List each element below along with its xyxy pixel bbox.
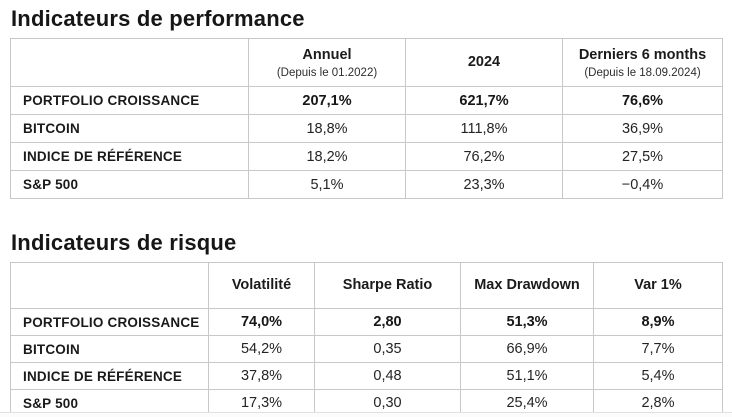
column-header-label: Sharpe Ratio <box>342 277 433 294</box>
cell-value: 0,35 <box>314 335 461 363</box>
row-label: PORTFOLIO CROISSANCE <box>10 86 249 115</box>
table-row-portfolio-croissance: PORTFOLIO CROISSANCE 74,0% 2,80 51,3% 8,… <box>10 308 723 336</box>
risk-table: Volatilité Sharpe Ratio Max Drawdown Var… <box>10 262 723 417</box>
risk-corner-cell <box>10 262 209 309</box>
column-header-label: Var 1% <box>634 277 682 294</box>
row-label: S&P 500 <box>10 170 249 199</box>
performance-table: Annuel (Depuis le 01.2022) 2024 Derniers… <box>10 38 723 199</box>
column-header-label: Derniers 6 months <box>578 47 707 64</box>
performance-col-6months: Derniers 6 months (Depuis le 18.09.2024) <box>562 38 723 87</box>
cell-value: 23,3% <box>405 170 563 199</box>
risk-col-var-1pct: Var 1% <box>593 262 723 309</box>
cut-off-row-edge <box>0 412 732 417</box>
cell-value: 5,1% <box>248 170 406 199</box>
risk-col-volatilite: Volatilité <box>208 262 315 309</box>
performance-col-annuel: Annuel (Depuis le 01.2022) <box>248 38 406 87</box>
cell-value: 8,9% <box>593 308 723 336</box>
column-header-sublabel: (Depuis le 01.2022) <box>276 66 378 79</box>
cell-value: 36,9% <box>562 114 723 143</box>
cell-value: −0,4% <box>562 170 723 199</box>
row-label: INDICE DE RÉFÉRENCE <box>10 142 249 171</box>
table-row-sp500: S&P 500 5,1% 23,3% −0,4% <box>10 170 723 199</box>
cell-value: 51,3% <box>460 308 594 336</box>
cell-value: 66,9% <box>460 335 594 363</box>
column-header-label: Max Drawdown <box>474 277 580 294</box>
row-label: INDICE DE RÉFÉRENCE <box>10 362 209 390</box>
performance-col-2024: 2024 <box>405 38 563 87</box>
cell-value: 18,8% <box>248 114 406 143</box>
cell-value: 76,2% <box>405 142 563 171</box>
performance-section-title: Indicateurs de performance <box>11 6 305 31</box>
risk-section-title: Indicateurs de risque <box>11 230 237 255</box>
cell-value: 621,7% <box>405 86 563 115</box>
column-header-label: 2024 <box>467 54 501 71</box>
performance-corner-cell <box>10 38 249 87</box>
cell-value: 27,5% <box>562 142 723 171</box>
column-header-sublabel: (Depuis le 18.09.2024) <box>584 66 701 79</box>
risk-col-sharpe-ratio: Sharpe Ratio <box>314 262 461 309</box>
table-row-portfolio-croissance: PORTFOLIO CROISSANCE 207,1% 621,7% 76,6% <box>10 86 723 115</box>
performance-header-row: Annuel (Depuis le 01.2022) 2024 Derniers… <box>10 38 723 87</box>
table-row-indice-reference: INDICE DE RÉFÉRENCE 37,8% 0,48 51,1% 5,4… <box>10 362 723 390</box>
cell-value: 2,80 <box>314 308 461 336</box>
cell-value: 0,48 <box>314 362 461 390</box>
column-header-label: Volatilité <box>231 277 292 294</box>
cell-value: 207,1% <box>248 86 406 115</box>
column-header-label: Annuel <box>302 47 352 64</box>
table-row-bitcoin: BITCOIN 18,8% 111,8% 36,9% <box>10 114 723 143</box>
cell-value: 74,0% <box>208 308 315 336</box>
table-row-bitcoin: BITCOIN 54,2% 0,35 66,9% 7,7% <box>10 335 723 363</box>
cell-value: 54,2% <box>208 335 315 363</box>
cell-value: 76,6% <box>562 86 723 115</box>
cell-value: 5,4% <box>593 362 723 390</box>
table-row-indice-reference: INDICE DE RÉFÉRENCE 18,2% 76,2% 27,5% <box>10 142 723 171</box>
cell-value: 18,2% <box>248 142 406 171</box>
cell-value: 37,8% <box>208 362 315 390</box>
cell-value: 51,1% <box>460 362 594 390</box>
cell-value: 7,7% <box>593 335 723 363</box>
row-label: PORTFOLIO CROISSANCE <box>10 308 209 336</box>
risk-col-max-drawdown: Max Drawdown <box>460 262 594 309</box>
risk-header-row: Volatilité Sharpe Ratio Max Drawdown Var… <box>10 262 723 309</box>
row-label: BITCOIN <box>10 335 209 363</box>
cell-value: 111,8% <box>405 114 563 143</box>
row-label: BITCOIN <box>10 114 249 143</box>
